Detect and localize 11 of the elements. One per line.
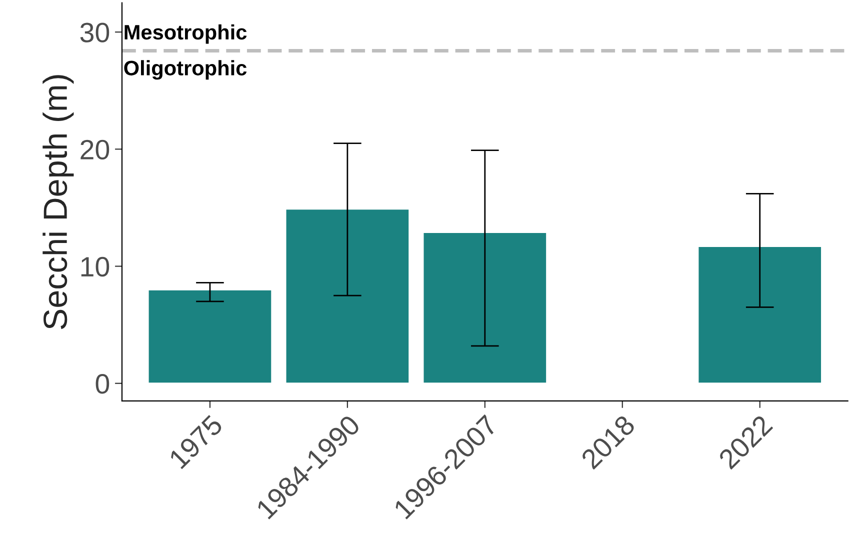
y-tick-label: 30	[80, 22, 110, 42]
annotation: Mesotrophic	[124, 24, 247, 44]
bar	[697, 246, 822, 384]
annotation: Oligotrophic	[124, 60, 247, 80]
y-axis-title: Secchi Depth (m)	[42, 75, 74, 330]
bar	[284, 208, 410, 384]
y-tick-label: 20	[80, 140, 110, 160]
y-tick-label: 0	[96, 374, 110, 394]
bar	[147, 288, 273, 384]
y-tick-label: 10	[81, 256, 110, 277]
bar	[422, 232, 548, 384]
